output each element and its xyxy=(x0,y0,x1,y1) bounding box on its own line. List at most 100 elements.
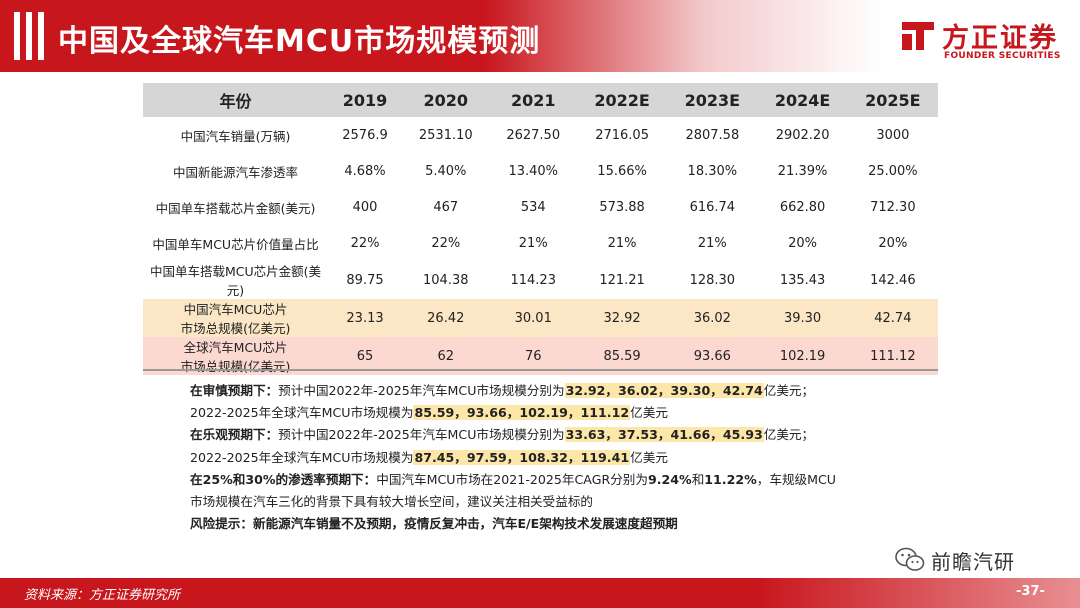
table-cell: 21% xyxy=(607,235,637,251)
table-cell: 21% xyxy=(697,235,727,251)
table-cell: 18.30% xyxy=(687,163,738,179)
note-bold-value: 11.22% xyxy=(704,471,757,487)
row-label-line1: 中国汽车MCU芯片 xyxy=(183,302,288,317)
table-cell: 15.66% xyxy=(597,163,647,179)
header-2024e: 2024E xyxy=(757,83,848,117)
header-2021: 2021 xyxy=(489,83,577,117)
note-label: 在审慎预期下： xyxy=(190,383,279,398)
note-text: 预计中国2022年-2025年汽车MCU市场规模分别为 xyxy=(278,383,565,398)
header-2022e: 2022E xyxy=(576,83,668,117)
table-cell: 65 xyxy=(328,337,403,375)
note-text: 中国汽车MCU市场在2021-2025年CAGR分别为 xyxy=(376,471,648,487)
table-cell: 22% xyxy=(350,235,380,251)
note-text: 2022-2025年全球汽车MCU市场规模为 xyxy=(190,449,414,465)
table-cell: 128.30 xyxy=(689,272,736,288)
table-cell: 400 xyxy=(352,199,378,215)
table-cell: 534 xyxy=(520,199,546,215)
risk-warning: 风险提示：新能源汽车销量不及预期，疫情反复冲击，汽车E/E架构技术发展速度超预期 xyxy=(190,516,678,532)
note-text: ，车规级MCU xyxy=(756,471,837,487)
table-cell: 89.75 xyxy=(346,272,384,288)
table-cell: 21.39% xyxy=(777,163,828,179)
table-cell: 76 xyxy=(489,337,577,375)
table-row: 中国单车搭载MCU芯片金额(美元) 89.75 104.38 114.23 12… xyxy=(143,261,938,299)
note-line-risk: 风险提示：新能源汽车销量不及预期，疫情反复冲击，汽车E/E架构技术发展速度超预期 xyxy=(190,513,910,535)
note-line-optimistic: 在乐观预期下：预计中国2022年-2025年汽车MCU市场规模分别为33.63，… xyxy=(190,424,910,446)
note-text: 市场规模在汽车三化的背景下具有较大增长空间，建议关注相关受益标的 xyxy=(190,494,593,510)
table-cell: 39.30 xyxy=(757,299,848,337)
table-cell: 573.88 xyxy=(599,199,645,215)
table-row: 中国新能源汽车渗透率 4.68% 5.40% 13.40% 15.66% 18.… xyxy=(143,153,938,189)
note-label: 在乐观预期下： xyxy=(190,427,279,443)
logo-english-name: FOUNDER SECURITIES xyxy=(944,51,1061,61)
table-cell: 111.12 xyxy=(847,337,938,375)
note-label: 在25%和30%的渗透率预期下： xyxy=(190,471,377,487)
table-row: 中国单车搭载芯片金额(美元) 400 467 534 573.88 616.74… xyxy=(143,189,938,225)
table-cell: 62 xyxy=(402,337,490,375)
table-cell: 22% xyxy=(431,235,461,251)
note-highlight: 87.45，97.59，108.32，119.41 xyxy=(413,449,631,465)
table-cell: 2716.05 xyxy=(595,127,649,143)
table-cell: 30.01 xyxy=(489,299,577,337)
table-header-row: 年份 2019 2020 2021 2022E 2023E 2024E 2025… xyxy=(143,83,938,117)
table-cell: 23.13 xyxy=(328,299,403,337)
header-2023e: 2023E xyxy=(667,83,758,117)
note-highlight: 33.63，37.53，41.66，45.93 xyxy=(564,427,764,443)
wechat-icon xyxy=(895,547,925,571)
table-row-china-mcu-market: 中国汽车MCU芯片 市场总规模(亿美元) 23.13 26.42 30.01 3… xyxy=(143,299,938,337)
table-cell: 20% xyxy=(788,235,818,251)
table-cell: 121.21 xyxy=(599,272,645,288)
table-cell: 5.40% xyxy=(425,163,467,179)
table-cell: 142.46 xyxy=(870,272,916,288)
row-label: 中国汽车MCU芯片 市场总规模(亿美元) xyxy=(143,299,328,337)
footer-bar xyxy=(0,578,1080,608)
table-cell: 32.92 xyxy=(576,299,668,337)
note-text: 预计中国2022年-2025年汽车MCU市场规模分别为 xyxy=(278,427,565,443)
table-cell: 21% xyxy=(518,235,548,251)
page-title: 中国及全球汽车MCU市场规模预测 xyxy=(58,24,541,59)
note-text: 亿美元； xyxy=(763,427,815,443)
header-2025e: 2025E xyxy=(847,83,938,117)
table-cell: 42.74 xyxy=(847,299,938,337)
note-line-prudent: 在审慎预期下：预计中国2022年-2025年汽车MCU市场规模分别为32.92，… xyxy=(190,380,910,402)
table-cell: 3000 xyxy=(876,127,910,143)
table-cell: 135.43 xyxy=(779,272,826,288)
table-row-global-mcu-market: 全球汽车MCU芯片 市场总规模(亿美元) 65 62 76 85.59 93.6… xyxy=(143,337,938,375)
table-cell: 2807.58 xyxy=(685,127,740,143)
row-label: 中国单车搭载芯片金额(美元) xyxy=(155,200,316,216)
page-number: -37- xyxy=(1016,584,1045,599)
table-cell: 26.42 xyxy=(402,299,490,337)
logo-chinese-name: 方正证券 xyxy=(942,23,1058,54)
row-label-line1: 全球汽车MCU芯片 xyxy=(183,340,288,355)
note-line-prudent-global: 2022-2025年全球汽车MCU市场规模为85.59，93.66，102.19… xyxy=(190,402,910,424)
table-cell: 712.30 xyxy=(870,199,916,215)
table-cell: 114.23 xyxy=(510,272,556,288)
table-bottom-rule xyxy=(143,369,938,371)
table-row: 中国汽车销量(万辆) 2576.9 2531.10 2627.50 2716.0… xyxy=(143,117,938,153)
forecast-notes: 在审慎预期下：预计中国2022年-2025年汽车MCU市场规模分别为32.92，… xyxy=(190,380,910,535)
table-cell: 13.40% xyxy=(508,163,559,179)
table-cell: 467 xyxy=(433,199,459,215)
table-cell: 4.68% xyxy=(344,163,386,179)
note-line-optimistic-global: 2022-2025年全球汽车MCU市场规模为87.45，97.59，108.32… xyxy=(190,447,910,469)
note-highlight: 85.59，93.66，102.19，111.12 xyxy=(413,405,631,421)
table-cell: 616.74 xyxy=(689,199,736,215)
table-row: 中国单车MCU芯片价值量占比 22% 22% 21% 21% 21% 20% 2… xyxy=(143,225,938,261)
table-cell: 2531.10 xyxy=(418,127,473,143)
table-cell: 2576.9 xyxy=(342,127,388,143)
table-cell: 2627.50 xyxy=(506,127,561,143)
note-text: 亿美元 xyxy=(630,449,668,465)
note-text: 亿美元 xyxy=(630,405,668,421)
note-line-penetration: 在25%和30%的渗透率预期下：中国汽车MCU市场在2021-2025年CAGR… xyxy=(190,469,910,491)
row-label-line2: 市场总规模(亿美元) xyxy=(180,359,291,374)
header-year: 年份 xyxy=(143,83,328,117)
wechat-account-name: 前瞻汽研 xyxy=(931,549,1015,574)
table-cell: 20% xyxy=(878,235,908,251)
founder-logo-icon xyxy=(902,22,934,50)
wechat-watermark: 前瞻汽研 xyxy=(895,545,1015,575)
note-line-growth: 市场规模在汽车三化的背景下具有较大增长空间，建议关注相关受益标的 xyxy=(190,491,910,513)
table-cell: 36.02 xyxy=(667,299,758,337)
row-label: 中国单车搭载MCU芯片金额(美元) xyxy=(149,264,322,298)
header-2019: 2019 xyxy=(328,83,403,117)
row-label: 中国汽车销量(万辆) xyxy=(180,128,291,144)
row-label: 中国新能源汽车渗透率 xyxy=(172,164,298,180)
